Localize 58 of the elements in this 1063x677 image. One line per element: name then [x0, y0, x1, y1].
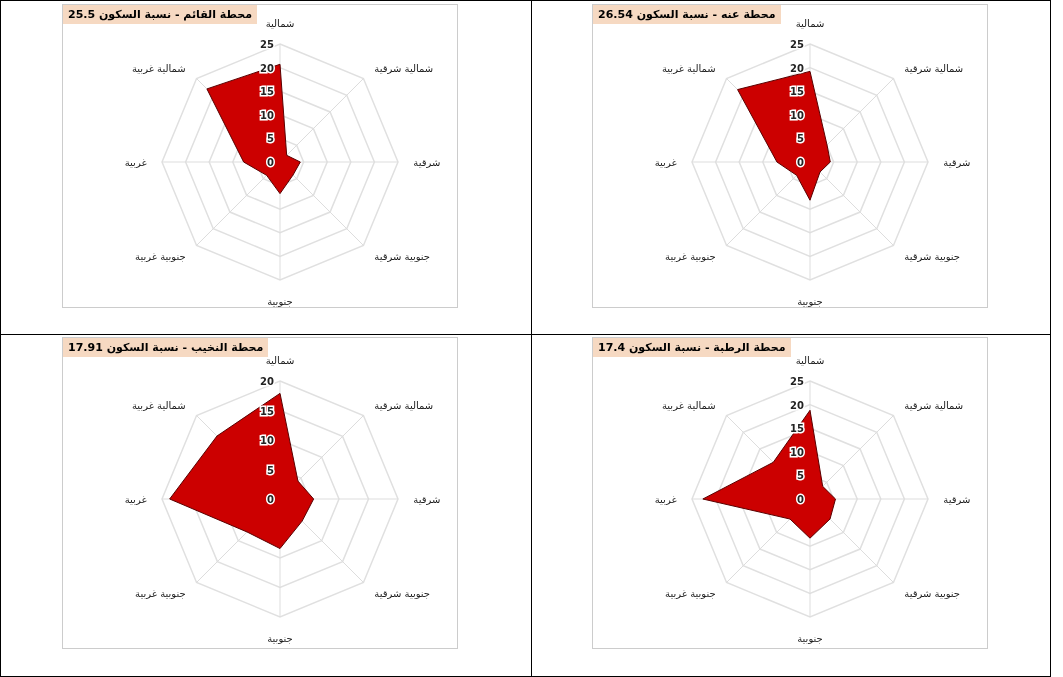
spoke-label: جنوبية غربية [135, 588, 186, 600]
y-tick-label: 15 [790, 86, 805, 98]
y-tick-label: 20 [790, 399, 805, 411]
y-tick-label: 5 [267, 464, 275, 476]
y-tick-label: 10 [790, 446, 805, 458]
y-tick-label: 5 [267, 133, 275, 145]
spoke-label: جنوبية [797, 633, 823, 645]
y-tick-label: 10 [790, 109, 805, 121]
spoke-label: جنوبية شرقية [904, 588, 961, 600]
y-tick-label: 0 [267, 494, 275, 505]
y-tick-label: 10 [260, 109, 275, 121]
spoke-label: شمالية [795, 354, 825, 366]
y-tick-label: 10 [260, 435, 275, 446]
y-tick-label: 20 [260, 62, 275, 74]
spoke-label: شمالية غربية [661, 62, 716, 74]
y-tick-label: 0 [797, 157, 805, 168]
spoke-label: شمالية غربية [131, 399, 186, 411]
y-tick-label: 15 [260, 86, 275, 98]
chart-title: محطة الرطبة - نسبة السكون 17.4 [593, 338, 791, 357]
y-tick-label: 0 [267, 157, 275, 168]
spoke-label: شرقية [943, 494, 971, 505]
chart-title: محطة القائم - نسبة السكون 25.5 [63, 5, 257, 24]
spoke-label: جنوبية شرقية [374, 251, 431, 263]
spoke-label: غربية [124, 157, 147, 168]
spoke-label: شمالية غربية [661, 399, 716, 411]
spoke-label: غربية [124, 494, 147, 505]
spoke-label: جنوبية [267, 633, 293, 645]
spoke-label: شمالية غربية [131, 62, 186, 74]
y-tick-label: 25 [790, 39, 805, 50]
spoke-label: جنوبية غربية [665, 588, 716, 600]
spoke-label: شمالية [265, 354, 295, 366]
spoke-label: شمالية شرقية [374, 399, 434, 411]
y-tick-label: 20 [260, 376, 275, 387]
spoke-label: شمالية شرقية [374, 62, 434, 74]
spoke-label: جنوبية شرقية [374, 588, 431, 600]
spoke-label: شرقية [943, 157, 971, 168]
y-tick-label: 25 [260, 39, 275, 50]
spoke-label: جنوبية غربية [665, 251, 716, 263]
spoke-label: جنوبية غربية [135, 251, 186, 263]
spoke-label: شمالية [265, 17, 295, 29]
spoke-label: شمالية [795, 17, 825, 29]
spoke-label: شمالية شرقية [904, 399, 964, 411]
chart-title: محطة عنه - نسبة السكون 26.54 [593, 5, 781, 24]
chart-title: محطة النخيب - نسبة السكون 17.91 [68, 341, 264, 354]
spoke-label: شرقية [413, 494, 441, 505]
y-tick-label: 5 [797, 133, 805, 145]
spoke-label: جنوبية [267, 296, 293, 308]
spoke-label: شمالية شرقية [904, 62, 964, 74]
spoke-label: جنوبية [797, 296, 823, 308]
y-tick-label: 5 [797, 470, 805, 482]
y-tick-label: 20 [790, 62, 805, 74]
spoke-label: شرقية [413, 157, 441, 168]
spoke-label: جنوبية شرقية [904, 251, 961, 263]
spoke-label: غربية [654, 157, 677, 168]
spoke-label: غربية [654, 494, 677, 505]
y-tick-label: 25 [790, 376, 805, 387]
y-tick-label: 0 [797, 494, 805, 505]
y-tick-label: 15 [260, 405, 275, 417]
